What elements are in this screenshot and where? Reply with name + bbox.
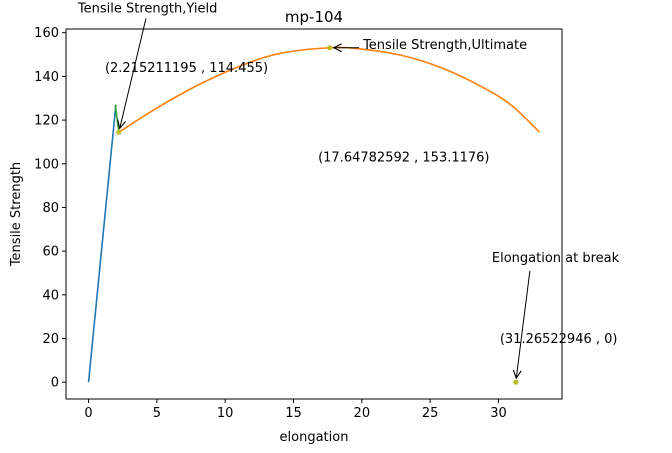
annotations: Tensile Strength,Yield Tensile Strength,U… [77,2,620,379]
plot-frame [65,28,563,400]
y-tick-label: 80 [42,201,59,216]
x-tick-label: 20 [354,406,371,421]
chart-title: mp-104 [285,8,343,26]
y-tick-label: 20 [42,332,59,347]
x-tick-label: 25 [422,406,439,421]
annotation-label: Elongation at break [492,251,620,266]
data-point-marker [116,129,122,135]
y-axis-label: Tensile Strength [9,162,24,267]
y-tick-label: 40 [42,288,59,303]
x-axis-label: elongation [280,430,349,445]
x-tick-label: 10 [217,406,234,421]
y-tick-label: 0 [51,376,59,391]
x-tick-label: 5 [153,406,161,421]
annotation-arrow [516,270,531,378]
point-coordinate-label: (2.215211195 , 114.455) [105,61,268,76]
y-tick-label: 140 [34,70,59,85]
x-tick-label: 0 [84,406,92,421]
point-coordinate-label: (17.64782592 , 153.1176) [318,151,489,166]
data-point-marker [513,379,519,385]
annotation-label: Tensile Strength,Ultimate [362,38,527,53]
axes-ticks: 0 5 10 15 20 25 30 0 20 40 60 80 100 120 140 160 [34,26,507,421]
y-tick-label: 100 [34,157,59,172]
series-line-2 [114,104,120,133]
y-tick-label: 160 [34,26,59,41]
data-point-marker [327,45,333,51]
y-tick-label: 120 [34,114,59,129]
annotation-label: Tensile Strength,Yield [77,2,217,17]
x-tick-label: 15 [285,406,302,421]
annotation-arrow [120,18,147,129]
point-coordinate-label: (31.26522946 , 0) [500,332,618,347]
y-tick-label: 60 [42,245,59,260]
x-tick-label: 30 [490,406,507,421]
plot-area [87,45,541,385]
series-line-1 [87,104,117,383]
